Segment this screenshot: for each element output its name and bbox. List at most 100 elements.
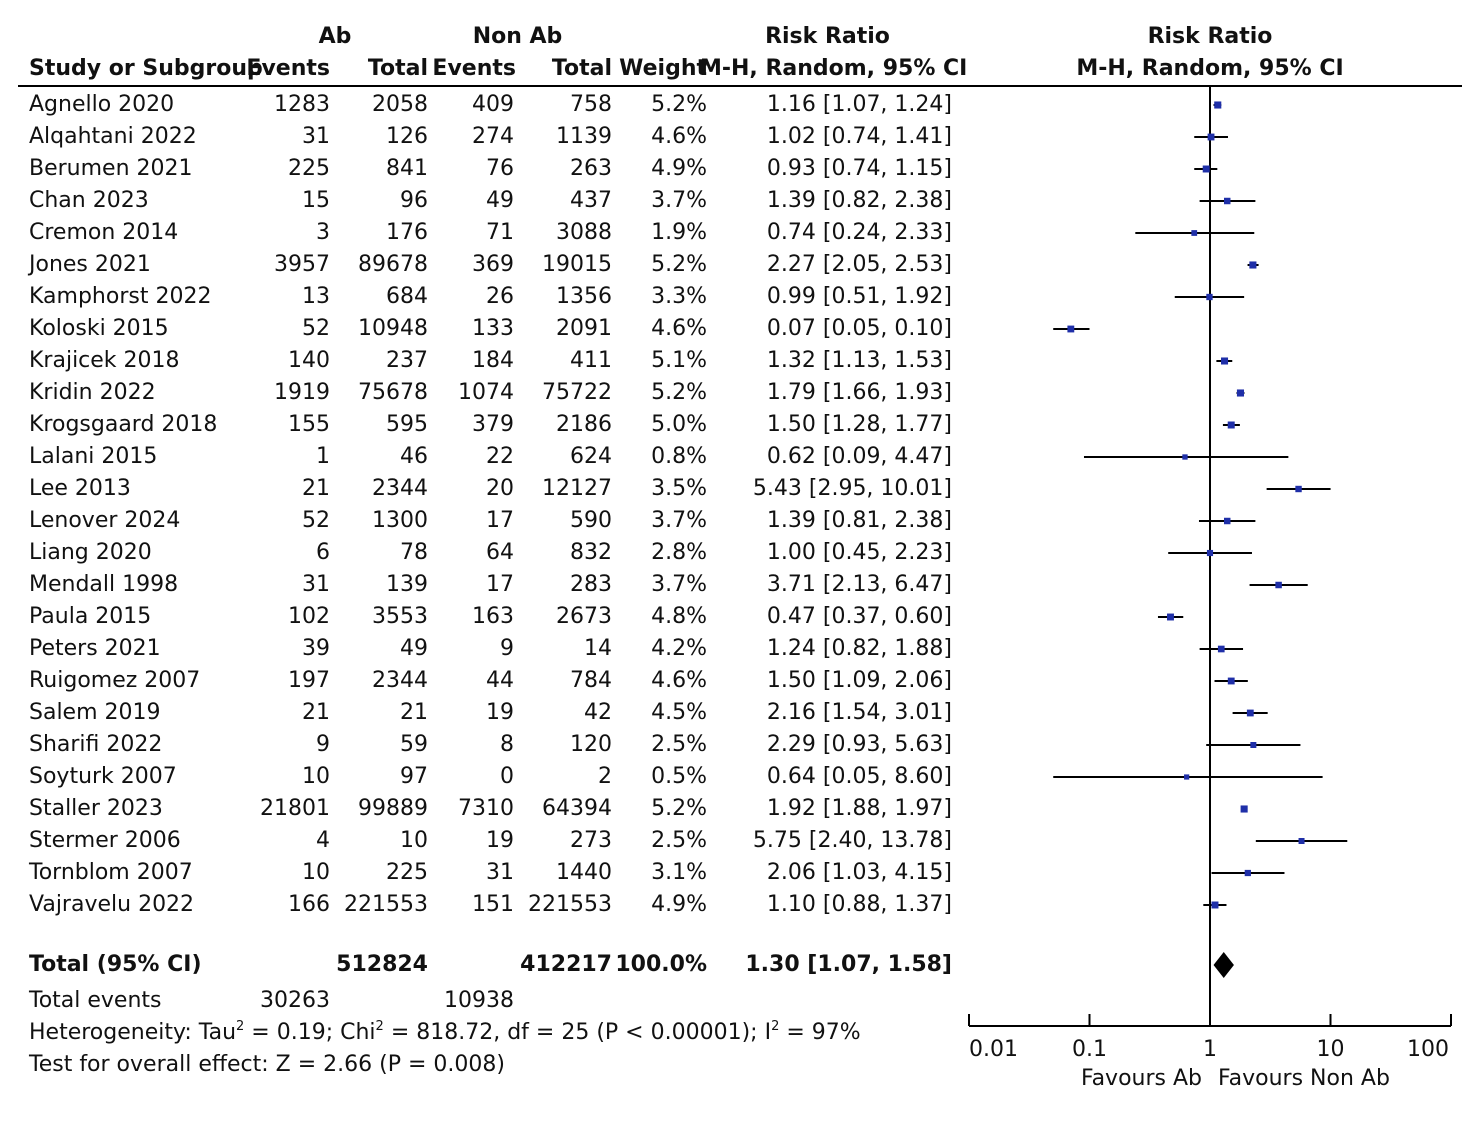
study-name-cell: Lenover 2024 [29, 508, 181, 533]
total2-cell: 624 [570, 444, 612, 469]
study-name-cell: Lalani 2015 [29, 444, 158, 469]
total1-cell: 2344 [372, 476, 428, 501]
study-name-cell: Soyturk 2007 [29, 764, 177, 789]
events1-cell: 21 [302, 700, 330, 725]
point-estimate-marker [1223, 517, 1231, 525]
weight-cell: 5.2% [651, 796, 707, 821]
total2-cell: 221553 [528, 892, 612, 917]
point-estimate-marker [1227, 421, 1235, 429]
total1-cell: 96 [400, 188, 428, 213]
total-group2: 412217 [520, 952, 612, 977]
events2-cell: 17 [486, 572, 514, 597]
study-name-cell: Liang 2020 [29, 540, 152, 565]
total2-cell: 1139 [556, 124, 612, 149]
study-name-cell: Peters 2021 [29, 636, 161, 661]
events2-cell: 49 [486, 188, 514, 213]
events1-cell: 21 [302, 476, 330, 501]
events1-cell: 21801 [260, 796, 330, 821]
study-name-cell: Sharifi 2022 [29, 732, 163, 757]
study-name-cell: Lee 2013 [29, 476, 131, 501]
events2-column-header: Events [432, 56, 516, 81]
ci-cell: 2.27 [2.05, 2.53] [766, 252, 952, 277]
weight-cell: 5.1% [651, 348, 707, 373]
study-name-cell: Cremon 2014 [29, 220, 179, 245]
events1-cell: 39 [302, 636, 330, 661]
study-name-cell: Kridin 2022 [29, 380, 156, 405]
header-rule [18, 85, 1462, 87]
method-column-header: M-H, Random, 95% CI [700, 56, 968, 81]
ci-cell: 0.93 [0.74, 1.15] [766, 156, 952, 181]
weight-cell: 3.1% [651, 860, 707, 885]
risk-ratio-plot-header: Risk Ratio [1147, 24, 1273, 49]
events2-cell: 151 [472, 892, 514, 917]
events2-cell: 8 [500, 732, 514, 757]
total2-cell: 14 [584, 636, 612, 661]
point-estimate-marker [1246, 709, 1254, 717]
total1-cell: 225 [386, 860, 428, 885]
point-estimate-marker [1207, 133, 1215, 141]
ci-cell: 1.16 [1.07, 1.24] [766, 92, 952, 117]
events2-cell: 274 [472, 124, 514, 149]
total2-column-header: Total [551, 56, 612, 81]
weight-cell: 3.7% [651, 188, 707, 213]
ci-cell: 1.50 [1.09, 2.06] [766, 668, 952, 693]
weight-cell: 5.2% [651, 252, 707, 277]
weight-cell: 4.6% [651, 316, 707, 341]
study-name-cell: Kamphorst 2022 [29, 284, 212, 309]
point-estimate-marker [1221, 357, 1229, 365]
study-name-cell: Vajravelu 2022 [29, 892, 195, 917]
events1-cell: 102 [288, 604, 330, 629]
weight-cell: 0.8% [651, 444, 707, 469]
total2-cell: 784 [570, 668, 612, 693]
weight-cell: 2.5% [651, 732, 707, 757]
total2-cell: 3088 [556, 220, 612, 245]
events1-cell: 6 [316, 540, 330, 565]
events2-cell: 9 [500, 636, 514, 661]
events2-cell: 19 [486, 828, 514, 853]
events1-cell: 1283 [274, 92, 330, 117]
weight-cell: 3.5% [651, 476, 707, 501]
total2-cell: 2091 [556, 316, 612, 341]
events2-cell: 64 [486, 540, 514, 565]
events1-cell: 13 [302, 284, 330, 309]
ci-cell: 3.71 [2.13, 6.47] [766, 572, 952, 597]
events1-cell: 3957 [274, 252, 330, 277]
events1-cell: 10 [302, 860, 330, 885]
ci-cell: 1.02 [0.74, 1.41] [766, 124, 952, 149]
ci-cell: 2.16 [1.54, 3.01] [766, 700, 952, 725]
events1-cell: 3 [316, 220, 330, 245]
total-events-group1: 30263 [260, 988, 330, 1013]
total2-cell: 2186 [556, 412, 612, 437]
total1-cell: 59 [400, 732, 428, 757]
study-name-cell: Agnello 2020 [29, 92, 175, 117]
total1-cell: 10948 [358, 316, 428, 341]
total2-cell: 1356 [556, 284, 612, 309]
point-estimate-marker [1223, 197, 1231, 205]
events2-cell: 26 [486, 284, 514, 309]
method-plot-header: M-H, Random, 95% CI [1076, 56, 1344, 81]
total1-cell: 139 [386, 572, 428, 597]
point-estimate-marker [1191, 230, 1198, 236]
group1-header: Ab [318, 24, 352, 49]
study-name-cell: Paula 2015 [29, 604, 152, 629]
point-estimate-marker [1067, 325, 1075, 333]
ci-cell: 1.39 [0.82, 2.38] [766, 188, 952, 213]
ci-cell: 1.39 [0.81, 2.38] [766, 508, 952, 533]
total1-cell: 10 [400, 828, 428, 853]
pooled-diamond [1213, 952, 1234, 978]
total1-cell: 176 [386, 220, 428, 245]
total-weight: 100.0% [615, 952, 707, 977]
total2-cell: 283 [570, 572, 612, 597]
ci-cell: 0.62 [0.09, 4.47] [766, 444, 952, 469]
events1-cell: 155 [288, 412, 330, 437]
ci-cell: 1.24 [0.82, 1.88] [766, 636, 952, 661]
total1-column-header: Total [367, 56, 428, 81]
total2-cell: 1440 [556, 860, 612, 885]
ci-cell: 1.79 [1.66, 1.93] [766, 380, 952, 405]
ci-cell: 5.43 [2.95, 10.01] [752, 476, 952, 501]
total2-cell: 120 [570, 732, 612, 757]
ci-cell: 2.06 [1.03, 4.15] [766, 860, 952, 885]
weight-column-header: Weight [619, 56, 707, 81]
total1-cell: 595 [386, 412, 428, 437]
